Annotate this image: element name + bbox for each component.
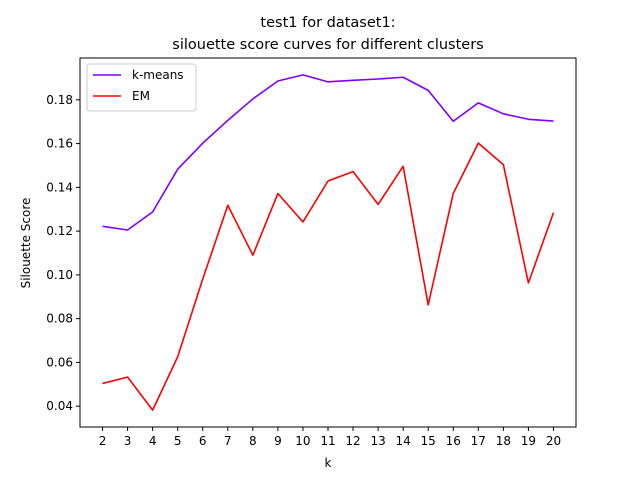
x-tick-label: 15 bbox=[421, 434, 436, 448]
x-tick-label: 8 bbox=[249, 434, 257, 448]
legend-label: k-means bbox=[132, 68, 184, 82]
y-tick-label: 0.10 bbox=[46, 268, 73, 282]
y-tick-label: 0.14 bbox=[46, 180, 73, 194]
x-tick-label: 14 bbox=[396, 434, 411, 448]
y-tick-label: 0.06 bbox=[46, 355, 73, 369]
legend: k-means EM bbox=[86, 63, 197, 112]
y-axis: 0.04 0.06 0.08 0.10 0.12 0.14 0.16 0.18 bbox=[46, 93, 80, 413]
y-tick-label: 0.16 bbox=[46, 137, 73, 151]
x-tick-label: 4 bbox=[149, 434, 157, 448]
chart-title-line1: test1 for dataset1: bbox=[260, 15, 395, 31]
x-axis-label: k bbox=[325, 456, 332, 470]
y-tick-label: 0.08 bbox=[46, 312, 73, 326]
x-tick-label: 17 bbox=[471, 434, 486, 448]
x-tick-label: 9 bbox=[274, 434, 282, 448]
x-tick-label: 5 bbox=[174, 434, 182, 448]
x-tick-label: 19 bbox=[521, 434, 536, 448]
x-tick-label: 7 bbox=[224, 434, 232, 448]
y-tick-label: 0.18 bbox=[46, 93, 73, 107]
x-tick-label: 11 bbox=[320, 434, 335, 448]
series-layer bbox=[102, 74, 555, 411]
x-axis: 2 3 4 5 6 7 8 9 10 11 12 13 14 15 16 17 18 19 20 bbox=[99, 427, 561, 448]
x-tick-label: 18 bbox=[496, 434, 511, 448]
y-tick-label: 0.12 bbox=[46, 224, 73, 238]
x-tick-label: 10 bbox=[295, 434, 310, 448]
x-tick-label: 20 bbox=[546, 434, 561, 448]
x-tick-label: 12 bbox=[345, 434, 360, 448]
x-tick-label: 6 bbox=[199, 434, 207, 448]
x-tick-label: 3 bbox=[124, 434, 132, 448]
x-tick-label: 16 bbox=[446, 434, 461, 448]
chart-title-line2: silouette score curves for different clu… bbox=[172, 37, 483, 53]
legend-label: EM bbox=[132, 89, 150, 103]
y-axis-label: Silouette Score bbox=[19, 198, 33, 289]
x-tick-label: 13 bbox=[370, 434, 385, 448]
x-tick-label: 2 bbox=[99, 434, 107, 448]
y-tick-label: 0.04 bbox=[46, 399, 73, 413]
series-line-em bbox=[102, 142, 555, 411]
series-line-k-means bbox=[102, 74, 554, 231]
